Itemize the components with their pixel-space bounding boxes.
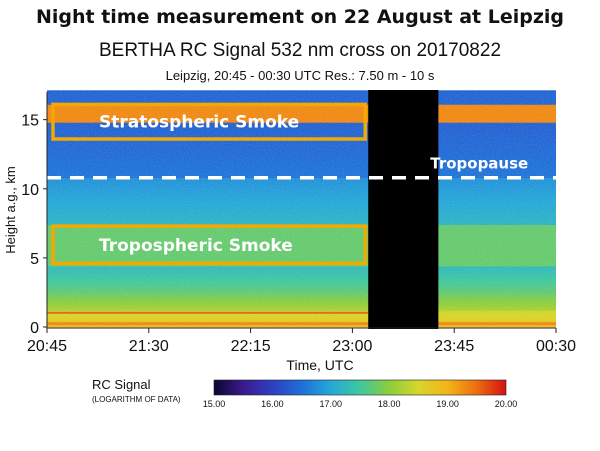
y-tick-label: 5 xyxy=(30,251,39,268)
annotation-label: Tropospheric Smoke xyxy=(99,236,293,256)
chart-title: BERTHA RC Signal 532 nm cross on 2017082… xyxy=(98,40,502,61)
plot-area xyxy=(47,90,556,329)
x-tick-label: 21:30 xyxy=(129,338,169,355)
annotation-box xyxy=(51,224,367,266)
x-tick-label: 22:15 xyxy=(231,338,271,355)
x-axis-label: Time, UTC xyxy=(286,357,353,373)
colorbar-title: RC Signal xyxy=(92,377,151,392)
noise-overlay xyxy=(47,92,556,327)
colorbar-tick-label: 19.00 xyxy=(436,399,459,409)
colorbar-scale xyxy=(213,379,507,396)
colorbar-tick-label: 17.00 xyxy=(320,399,343,409)
colorbar-subtitle: (LOGARITHM OF DATA) xyxy=(92,395,181,404)
headline: Night time measurement on 22 August at L… xyxy=(35,6,565,28)
colorbar-tick-label: 16.00 xyxy=(261,399,284,409)
plot-overlay: Tropopause Stratospheric Smoke Tropospheri… xyxy=(47,102,556,266)
y-tick-label: 0 xyxy=(30,320,39,337)
y-tick-label: 10 xyxy=(21,182,39,199)
x-tick-label: 00:30 xyxy=(536,338,576,355)
data-gap xyxy=(368,90,439,329)
chart-subtitle: Leipzig, 20:45 - 00:30 UTC Res.: 7.50 m … xyxy=(165,68,435,83)
signal-band xyxy=(47,90,556,93)
x-tick-label: 23:45 xyxy=(434,338,474,355)
annotation-label: Stratospheric Smoke xyxy=(99,113,299,133)
x-tick-label: 20:45 xyxy=(27,338,67,355)
annotation-box xyxy=(51,102,367,141)
y-tick-label: 15 xyxy=(21,113,39,130)
colorbar-tick-label: 15.00 xyxy=(203,399,226,409)
colorbar-tick-label: 20.00 xyxy=(495,399,518,409)
axes: 0 5 10 15 20:45 21:30 22:15 23:00 23:45 00:30 xyxy=(21,92,576,355)
colorbar: RC Signal (LOGARITHM OF DATA) 15.00 16.00 17… xyxy=(92,377,517,409)
x-tick-label: 23:00 xyxy=(332,338,372,355)
y-axis-label: Height a.g., km xyxy=(3,166,18,253)
tropopause-label: Tropopause xyxy=(430,155,528,173)
colorbar-tick-label: 18.00 xyxy=(378,399,401,409)
